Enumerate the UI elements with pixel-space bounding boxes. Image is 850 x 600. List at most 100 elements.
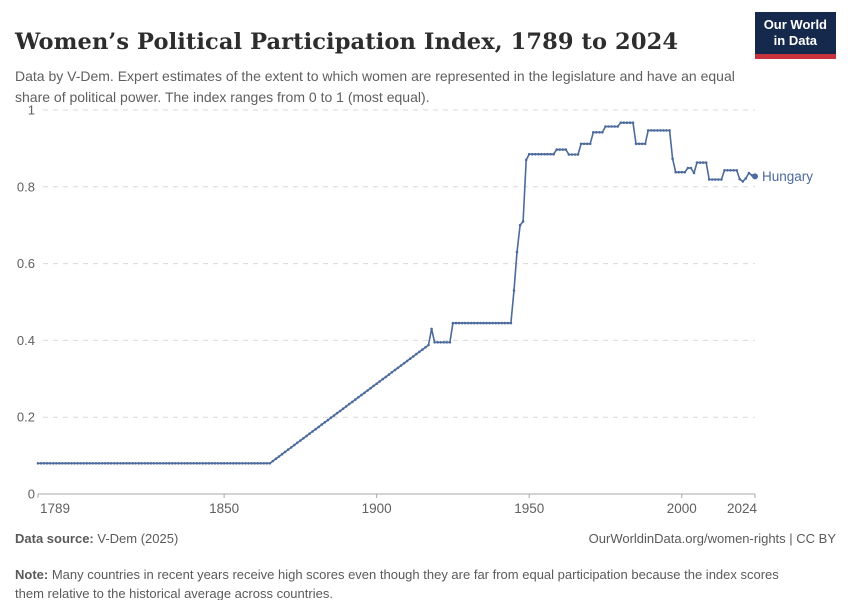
data-point [48,462,52,465]
data-point [564,148,568,151]
data-point [653,129,656,132]
data-point [170,462,174,465]
data-point [473,321,476,325]
data-point [354,398,357,401]
data-point [521,220,525,223]
data-point [100,462,104,465]
data-point [592,131,595,134]
data-point [726,169,729,172]
data-point [351,400,354,404]
data-point [238,462,241,465]
data-point [619,121,623,124]
data-point [405,359,409,363]
owid-logo-text: Our World in Data [754,12,836,54]
data-point [125,462,128,465]
data-point [427,343,430,347]
data-point [598,131,601,134]
data-point [430,327,433,331]
data-point [152,462,156,465]
data-point [662,129,665,132]
data-point [549,152,552,156]
data-point [204,462,208,465]
data-point [396,366,400,370]
data-point [634,142,638,146]
data-source: Data source: V-Dem (2025) [15,531,178,546]
data-point [628,121,632,124]
data-point [558,148,561,151]
data-point [412,355,415,358]
data-point [103,462,107,465]
data-point [732,169,735,172]
data-point [341,407,345,411]
data-point [128,462,131,465]
data-point [646,129,650,132]
data-point [320,423,324,426]
data-point [76,462,79,465]
data-point [747,171,751,175]
data-point [729,169,732,172]
data-point [695,161,699,164]
chart-note-label: Note: [15,567,49,582]
data-point [97,462,101,465]
data-source-value[interactable]: V-Dem (2025) [93,531,179,546]
chart-canvas[interactable]: 0 0.2 0.4 0.6 0.8 1 1789 1850 1900 1950 2000 2024 Hu… [0,95,850,525]
data-point [207,462,211,465]
y-tick-label: 0.2 [17,410,35,425]
data-point [418,350,421,354]
data-point [64,462,67,465]
data-point [244,462,247,465]
data-point [656,129,659,132]
data-point [180,462,183,465]
license-link[interactable]: OurWorldinData.org/women-rights | CC BY [588,531,836,546]
data-point [67,462,70,465]
data-point [442,341,446,344]
data-point [515,250,519,254]
data-point [625,121,629,124]
data-point [741,180,745,183]
data-point [332,414,336,417]
series-line-hungary[interactable] [38,121,756,465]
owid-logo[interactable]: Our World in Data [754,12,836,59]
data-point [494,321,498,325]
x-tick-label: 2024 [727,501,758,516]
data-point [347,402,351,406]
data-point [73,462,76,465]
data-point [637,142,641,146]
data-point [216,462,220,465]
data-point [241,462,244,465]
data-point [622,121,626,124]
data-point [42,462,46,465]
data-point [283,450,287,454]
data-point [552,152,555,156]
data-point [665,129,668,132]
data-point [701,161,705,164]
series-end-label-hungary[interactable]: Hungary [762,169,813,184]
data-point [457,321,461,325]
data-point [527,152,531,156]
data-point [735,169,738,172]
data-point [512,289,516,292]
chart-area[interactable]: 0 0.2 0.4 0.6 0.8 1 1789 1850 1900 1950 2000 2024 Hu… [0,95,850,525]
data-point [479,321,482,325]
data-point [329,416,333,420]
data-point [326,418,330,422]
data-point [540,152,543,156]
data-point [195,462,198,465]
data-point [280,452,284,456]
data-point [601,131,604,134]
data-point [271,459,275,463]
chart-subtitle: Data by V-Dem. Expert estimates of the e… [15,68,735,105]
data-point [466,321,470,325]
data-point [485,321,488,325]
data-point [500,321,504,325]
data-point [88,462,92,465]
data-point [524,158,528,162]
data-point [534,152,537,156]
data-point [738,177,741,181]
data-point [698,161,702,164]
data-point [704,161,708,164]
data-point [222,462,226,465]
data-point [643,142,647,146]
data-point [360,393,363,397]
